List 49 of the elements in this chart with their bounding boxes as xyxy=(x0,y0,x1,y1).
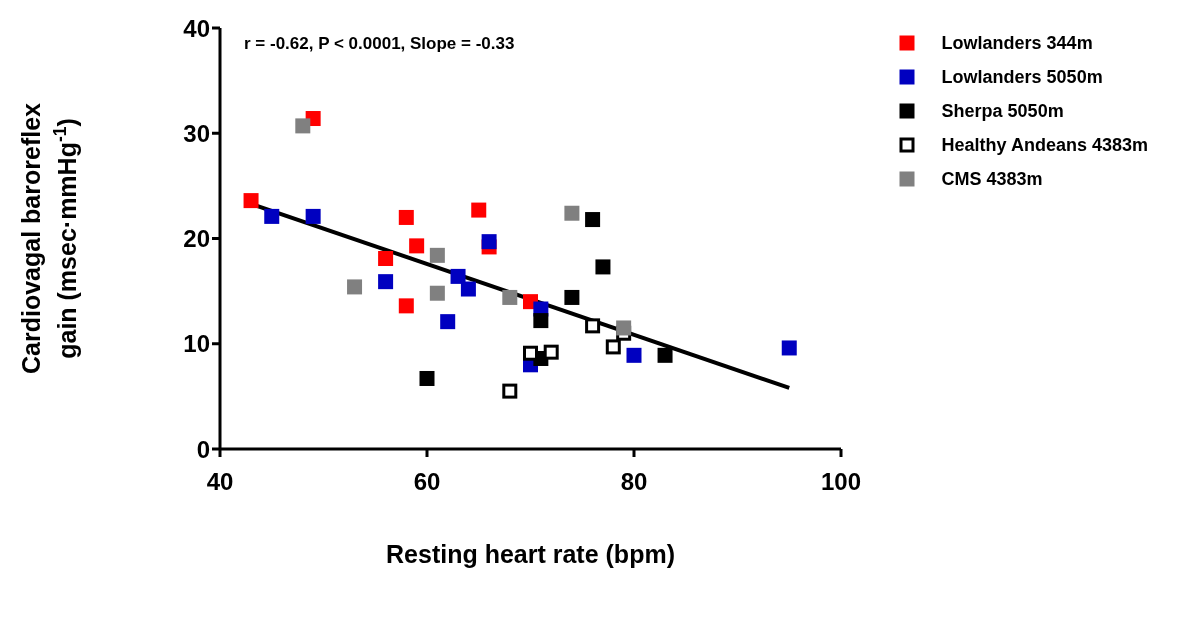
legend-label: Lowlanders 5050m xyxy=(941,66,1103,88)
point xyxy=(481,234,497,250)
point xyxy=(585,318,601,334)
x-tick-label: 60 xyxy=(413,468,441,496)
legend-label: Sherpa 5050m xyxy=(941,100,1064,122)
point xyxy=(305,208,321,224)
y-tick-label: 40 xyxy=(183,14,210,42)
point xyxy=(595,259,611,275)
x-tick-label: 100 xyxy=(820,468,862,496)
point xyxy=(398,298,414,314)
point xyxy=(626,347,642,363)
x-tick-label: 80 xyxy=(620,468,648,496)
legend-label: Lowlanders 344m xyxy=(941,32,1093,54)
point xyxy=(502,383,518,399)
x-tick-label: 40 xyxy=(206,468,234,496)
point xyxy=(347,279,363,295)
point xyxy=(657,347,673,363)
point xyxy=(378,274,394,290)
y-tick-label: 10 xyxy=(183,330,210,358)
point xyxy=(429,285,445,301)
legend-label: CMS 4383m xyxy=(941,168,1043,190)
point xyxy=(378,251,394,266)
point xyxy=(419,370,435,386)
point xyxy=(409,238,425,254)
y-tick-label: 20 xyxy=(183,225,210,253)
point xyxy=(429,247,445,263)
point xyxy=(781,340,797,356)
point xyxy=(564,289,580,305)
annotation: r = -0.62, P < 0.0001, Slope = -0.33 xyxy=(244,34,515,54)
point xyxy=(295,118,311,134)
point xyxy=(585,212,601,228)
point xyxy=(523,345,538,361)
point xyxy=(460,281,476,297)
point xyxy=(605,339,621,355)
point xyxy=(264,208,280,224)
point xyxy=(564,205,580,221)
legend-label: Healthy Andeans 4383m xyxy=(941,134,1148,156)
point xyxy=(616,320,632,336)
y-tick-label: 30 xyxy=(183,119,210,147)
point xyxy=(543,344,559,360)
point xyxy=(243,193,259,209)
x-axis-title: Resting heart rate (bpm) xyxy=(386,540,675,568)
point xyxy=(398,209,414,225)
point xyxy=(471,202,487,218)
y-tick-label: 0 xyxy=(196,435,210,463)
point xyxy=(450,268,466,284)
point xyxy=(440,314,456,330)
point xyxy=(502,289,518,305)
point xyxy=(533,313,549,329)
